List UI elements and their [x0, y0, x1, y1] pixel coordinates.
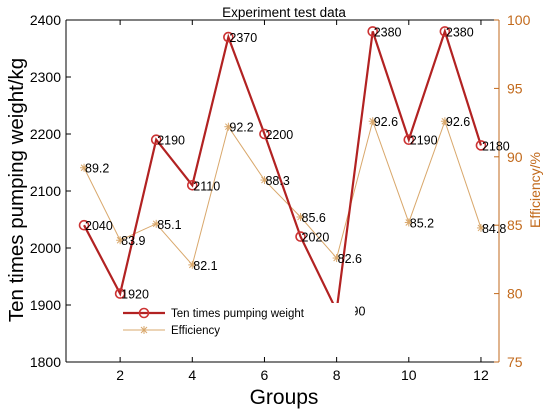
pumping-weight-point [259, 128, 270, 140]
pumping-weight-point [114, 288, 126, 299]
right-axis: 75 80 85 90 95 100 [494, 12, 531, 370]
pumping-weight-data-label: 2110 [193, 179, 220, 193]
y-tick-label-left: 1800 [30, 354, 61, 370]
x-tick-label: 10 [401, 367, 417, 383]
efficiency-marker-d2 [297, 213, 304, 221]
y-tick-label-left: 1900 [30, 297, 61, 313]
chart-title: Experiment test data [222, 5, 346, 20]
efficiency-marker-d2 [188, 261, 196, 269]
x-axis: 2 4 6 8 10 12 [116, 20, 489, 383]
efficiency-marker-d2 [333, 254, 340, 262]
efficiency-data-label: 85.2 [410, 216, 434, 230]
legend-label-pumping: Ten times pumping weight [171, 308, 305, 320]
efficiency-marker-d2 [152, 220, 160, 228]
efficiency-data-label: 83.9 [121, 234, 145, 248]
x-tick-label: 12 [473, 367, 489, 383]
legend-marker-efficiency-d2 [140, 326, 148, 334]
efficiency-point [332, 254, 341, 263]
efficiency-point [440, 117, 449, 126]
y-tick-label-left: 2400 [30, 12, 61, 28]
pumping-weight-point [223, 31, 234, 43]
efficiency-point [260, 176, 269, 185]
pumping-weight-data-label: 2200 [265, 128, 293, 142]
efficiency-point [152, 219, 161, 228]
efficiency-data-label: 92.2 [229, 121, 253, 135]
efficiency-marker-d2 [369, 117, 377, 125]
pumping-weight-data-label: 2040 [85, 219, 113, 233]
pumping-weight-data-label: 1920 [121, 288, 149, 302]
legend: Ten times pumping weight Efficiency [119, 303, 355, 341]
pumping-weight-data-label: 2380 [446, 25, 474, 39]
y-tick-label-left: 2000 [30, 240, 61, 256]
x-tick-label: 6 [261, 367, 269, 383]
efficiency-point [80, 163, 89, 172]
legend-label-efficiency: Efficiency [171, 325, 220, 337]
y-tick-label-right: 90 [507, 149, 523, 165]
legend-marker-pumping [138, 307, 150, 319]
efficiency-point [224, 122, 233, 131]
x-tick-label: 4 [188, 367, 196, 383]
efficiency-point [296, 212, 305, 221]
y-tick-label-left: 2300 [30, 69, 61, 85]
y-tick-label-right: 95 [507, 80, 523, 96]
legend-box [119, 303, 355, 341]
left-axis: 1800 1900 2000 2100 2200 2300 2400 [30, 12, 71, 370]
x-axis-label: Groups [250, 386, 319, 409]
efficiency-data-label: 82.6 [338, 252, 362, 266]
pumping-weight-point [403, 134, 415, 145]
x-tick-label: 2 [116, 367, 124, 383]
efficiency-marker-d2 [261, 176, 268, 184]
efficiency-data-label: 84.8 [482, 222, 506, 236]
y-axis-label-right: Efficiency/% [527, 152, 543, 228]
efficiency-data-label: 88.3 [265, 174, 289, 188]
efficiency-marker-d2 [477, 224, 485, 232]
pumping-weight-data-label: 2020 [302, 231, 330, 245]
pumping-weight-data-label: 2190 [157, 134, 185, 148]
efficiency-point [368, 117, 377, 126]
efficiency-data-label: 85.6 [302, 211, 326, 225]
efficiency-marker-d2 [225, 123, 232, 131]
efficiency-marker-d2 [80, 164, 88, 172]
y-tick-label-right: 85 [507, 217, 523, 233]
pumping-weight-point [295, 231, 306, 242]
efficiency-line [83, 119, 482, 266]
y-tick-label-right: 80 [507, 286, 523, 302]
y-tick-label-right: 75 [507, 354, 523, 370]
efficiency-marker-d2 [441, 117, 449, 125]
pumping-weight-data-label: 2380 [374, 25, 402, 39]
efficiency-data-label: 82.1 [193, 259, 217, 273]
pumping-weight-point [367, 26, 379, 37]
efficiency-point [116, 236, 125, 245]
y-tick-label-right: 100 [507, 12, 531, 28]
pumping-weight-line [83, 27, 483, 315]
efficiency-data-label: 92.6 [374, 115, 398, 129]
efficiency-marker-d2 [405, 219, 413, 226]
efficiency-point [476, 223, 485, 232]
efficiency-marker-d2 [116, 236, 124, 244]
pumping-weight-data-label: 2370 [229, 31, 257, 45]
efficiency-point [188, 260, 197, 269]
pumping-weight-data-label: 2180 [482, 139, 510, 153]
efficiency-point [404, 218, 413, 227]
pumping-weight-point [439, 26, 451, 37]
y-axis-label-left: Ten times pumping weight/kg [5, 58, 28, 322]
x-tick-label: 8 [333, 367, 341, 383]
efficiency-data-label: 89.2 [85, 162, 109, 176]
series-layer [78, 26, 487, 317]
pumping-weight-data-label: 2190 [410, 134, 438, 148]
pumping-weight-point [186, 180, 198, 191]
efficiency-data-label: 85.1 [157, 218, 181, 232]
efficiency-data-label: 92.6 [446, 115, 470, 129]
pumping-weight-point [78, 219, 90, 231]
pumping-weight-point [475, 140, 487, 151]
pumping-weight-point [150, 134, 162, 145]
y-tick-label-left: 2100 [30, 183, 61, 199]
y-tick-label-left: 2200 [30, 126, 61, 142]
